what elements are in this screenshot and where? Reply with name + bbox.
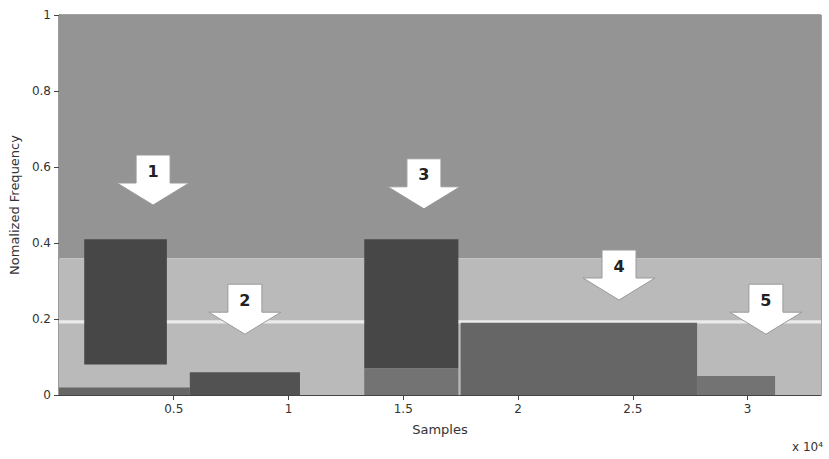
svg-text:4: 4: [613, 257, 624, 276]
svg-text:3: 3: [418, 165, 429, 184]
svg-text:1.5: 1.5: [394, 402, 413, 416]
svg-text:0.6: 0.6: [32, 160, 51, 174]
svg-text:2: 2: [239, 291, 250, 310]
svg-text:5: 5: [760, 291, 771, 310]
svg-text:0.8: 0.8: [32, 84, 51, 98]
svg-text:0.4: 0.4: [32, 236, 51, 250]
svg-text:0.5: 0.5: [164, 402, 183, 416]
svg-text:1: 1: [285, 402, 293, 416]
svg-text:3: 3: [744, 402, 752, 416]
svg-text:1: 1: [43, 8, 51, 22]
svg-text:Nomalized Frequency: Nomalized Frequency: [7, 135, 22, 275]
svg-text:Samples: Samples: [412, 422, 468, 437]
svg-text:1: 1: [148, 162, 159, 181]
svg-text:x 10⁴: x 10⁴: [792, 440, 823, 454]
svg-text:0.2: 0.2: [32, 312, 51, 326]
svg-text:2: 2: [514, 402, 522, 416]
svg-text:0: 0: [43, 388, 51, 402]
svg-text:2.5: 2.5: [623, 402, 642, 416]
